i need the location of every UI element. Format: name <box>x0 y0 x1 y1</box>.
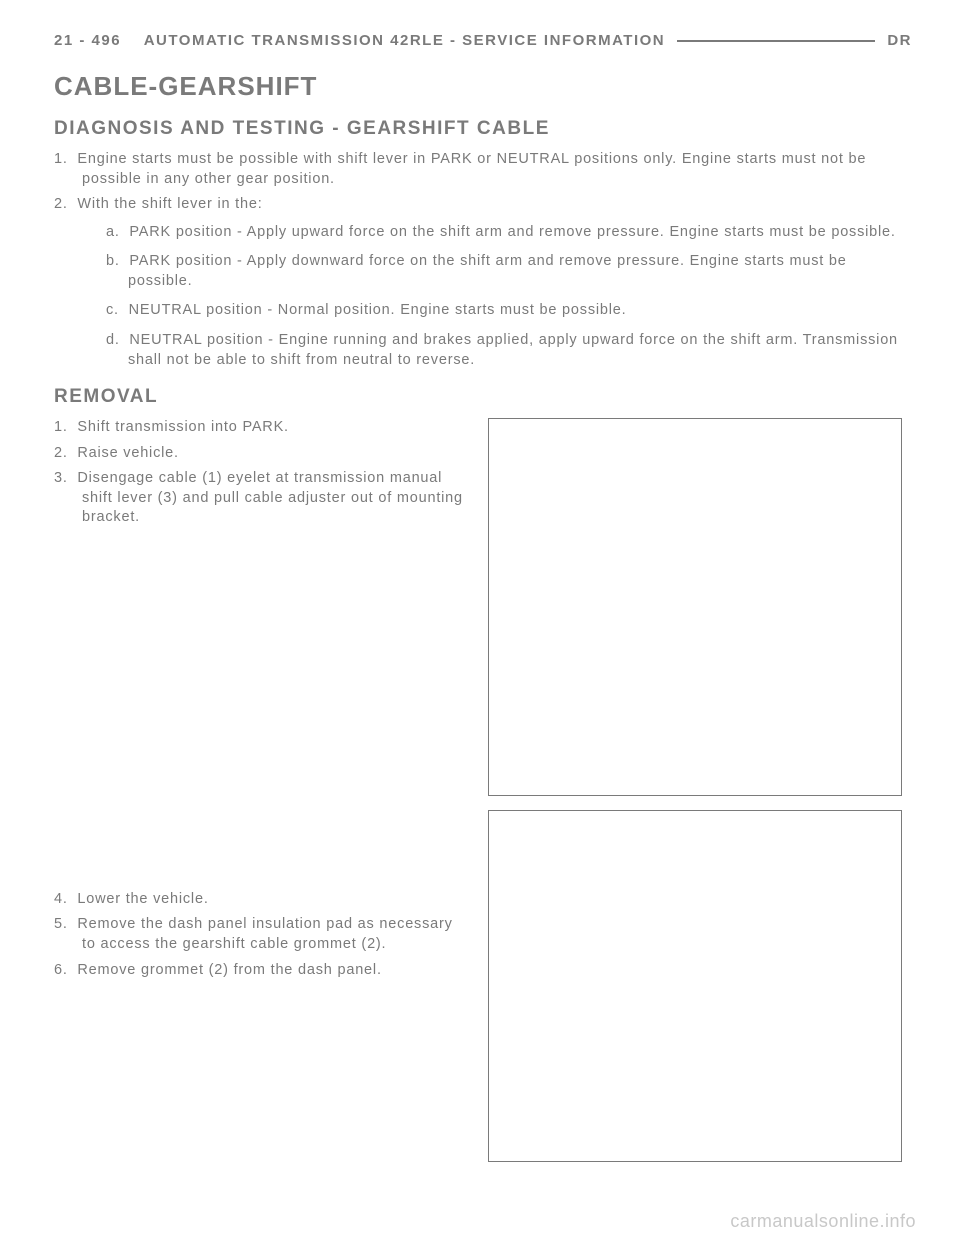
sub-text: PARK position - Apply downward force on … <box>128 253 847 289</box>
diag-item-1: 1. Engine starts must be possible with s… <box>54 150 912 189</box>
list-number: 2. <box>54 445 68 461</box>
removal-image-column <box>488 418 912 1162</box>
diag-sub-b: b. PARK position - Apply downward force … <box>106 252 912 291</box>
list-text: Raise vehicle. <box>77 445 178 461</box>
diag-sublist: a. PARK position - Apply upward force on… <box>82 223 912 370</box>
removal-item-2: 2. Raise vehicle. <box>54 444 466 464</box>
watermark: carmanualsonline.info <box>730 1211 916 1232</box>
list-number: 3. <box>54 470 68 486</box>
removal-list-1: 1. Shift transmission into PARK. 2. Rais… <box>54 418 466 528</box>
list-text: Remove the dash panel insulation pad as … <box>77 916 452 952</box>
list-number: 2. <box>54 196 68 212</box>
sub-text: NEUTRAL position - Engine running and br… <box>128 332 898 368</box>
removal-item-1: 1. Shift transmission into PARK. <box>54 418 466 438</box>
removal-heading: REMOVAL <box>54 386 912 408</box>
list-number: 1. <box>54 419 68 435</box>
diag-sub-c: c. NEUTRAL position - Normal position. E… <box>106 301 912 321</box>
sub-letter: d. <box>106 332 120 348</box>
page-header: 21 - 496 AUTOMATIC TRANSMISSION 42RLE - … <box>54 32 912 49</box>
sub-text: NEUTRAL position - Normal position. Engi… <box>129 302 627 318</box>
header-rule <box>677 40 875 42</box>
diag-sub-d: d. NEUTRAL position - Engine running and… <box>106 331 912 370</box>
removal-list-2: 4. Lower the vehicle. 5. Remove the dash… <box>54 890 466 980</box>
list-text: Shift transmission into PARK. <box>77 419 289 435</box>
diag-item-2: 2. With the shift lever in the: a. PARK … <box>54 195 912 370</box>
header-right: DR <box>887 32 912 49</box>
list-number: 4. <box>54 891 68 907</box>
diagnosis-list: 1. Engine starts must be possible with s… <box>54 150 912 370</box>
removal-layout: 1. Shift transmission into PARK. 2. Rais… <box>54 418 912 1162</box>
sub-letter: c. <box>106 302 119 318</box>
list-text: Engine starts must be possible with shif… <box>77 151 866 187</box>
figure-placeholder-1 <box>488 418 902 796</box>
list-text: With the shift lever in the: <box>77 196 262 212</box>
removal-text-column: 1. Shift transmission into PARK. 2. Rais… <box>54 418 466 1162</box>
list-number: 6. <box>54 962 68 978</box>
list-text: Disengage cable (1) eyelet at transmissi… <box>77 470 463 525</box>
page-number: 21 - 496 <box>54 32 121 49</box>
header-title: AUTOMATIC TRANSMISSION 42RLE - SERVICE I… <box>144 32 665 49</box>
header-left: 21 - 496 AUTOMATIC TRANSMISSION 42RLE - … <box>54 32 665 49</box>
removal-item-5: 5. Remove the dash panel insulation pad … <box>54 915 466 954</box>
main-heading: CABLE-GEARSHIFT <box>54 71 912 102</box>
diagnosis-heading: DIAGNOSIS AND TESTING - GEARSHIFT CABLE <box>54 118 912 140</box>
list-number: 5. <box>54 916 68 932</box>
list-number: 1. <box>54 151 68 167</box>
figure-placeholder-2 <box>488 810 902 1162</box>
removal-item-4: 4. Lower the vehicle. <box>54 890 466 910</box>
list-text: Lower the vehicle. <box>77 891 208 907</box>
diag-sub-a: a. PARK position - Apply upward force on… <box>106 223 912 243</box>
sub-text: PARK position - Apply upward force on th… <box>129 224 895 240</box>
removal-section: REMOVAL 1. Shift transmission into PARK.… <box>54 386 912 1162</box>
sub-letter: b. <box>106 253 120 269</box>
list-text: Remove grommet (2) from the dash panel. <box>77 962 381 978</box>
removal-item-6: 6. Remove grommet (2) from the dash pane… <box>54 961 466 981</box>
removal-item-3: 3. Disengage cable (1) eyelet at transmi… <box>54 469 466 528</box>
sub-letter: a. <box>106 224 120 240</box>
